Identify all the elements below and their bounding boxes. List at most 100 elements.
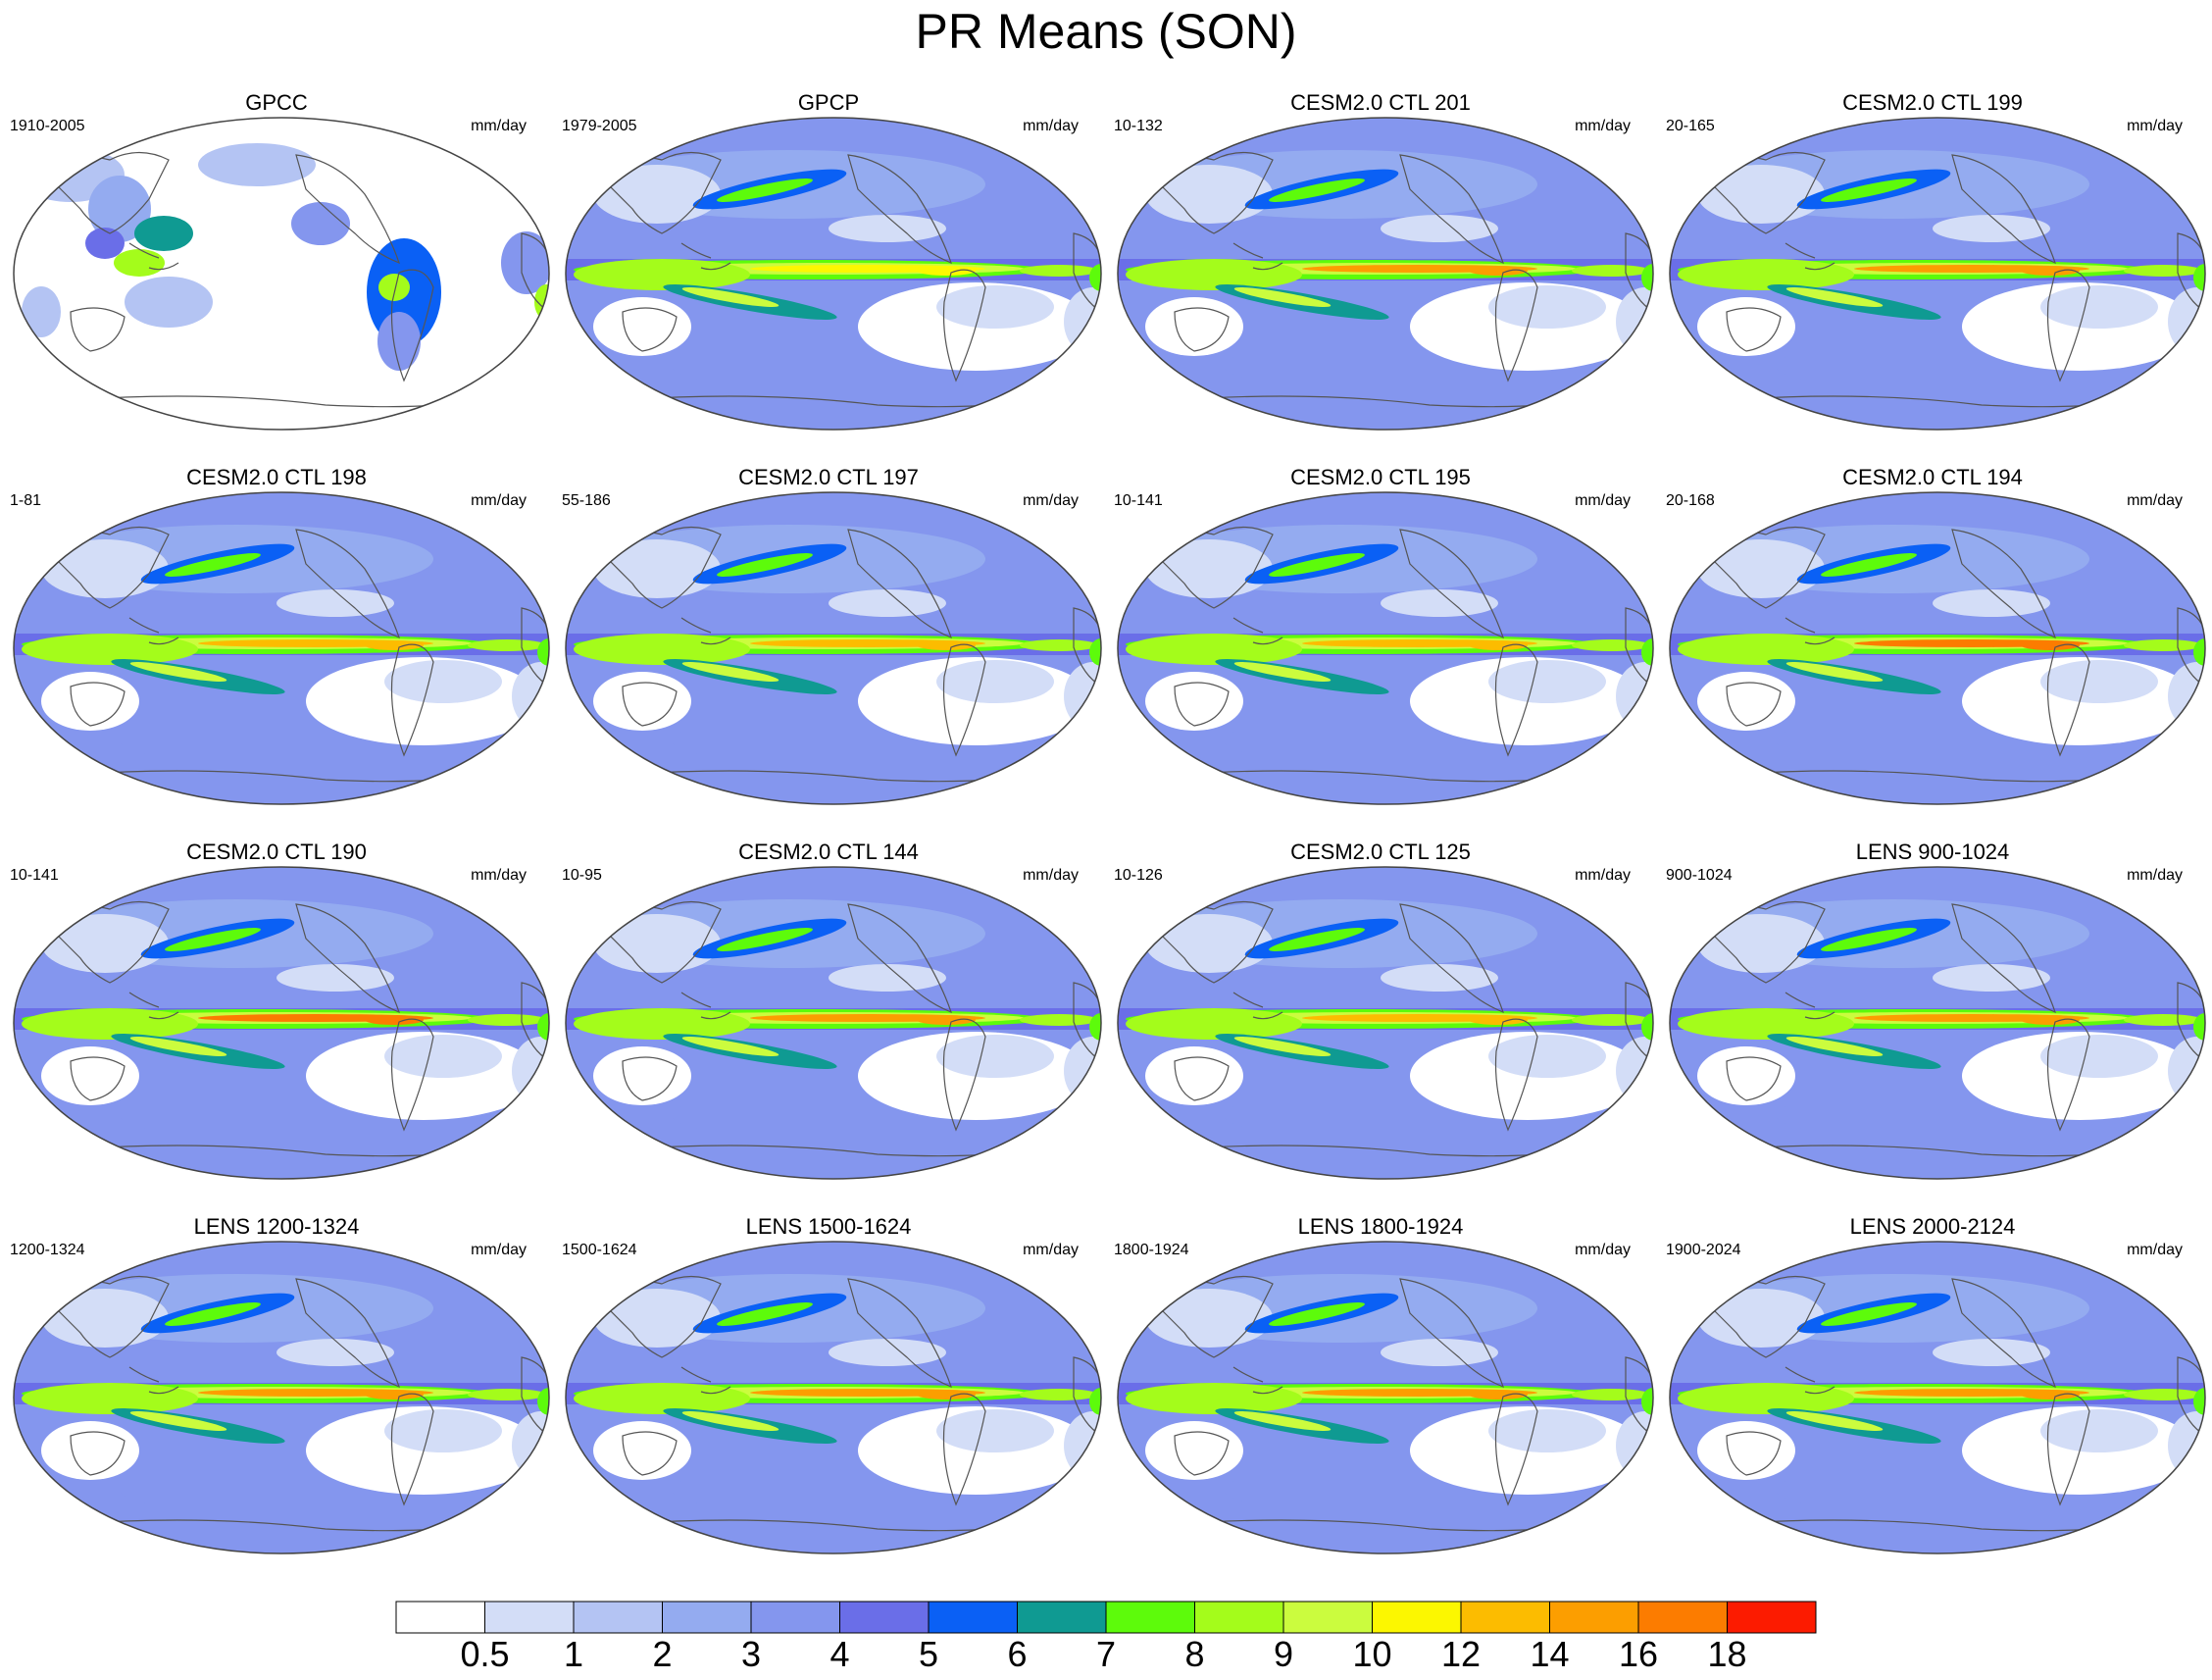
- precip-map: [13, 1241, 550, 1554]
- colorbar-tick-label: 3: [740, 1634, 762, 1674]
- colorbar-swatch: [839, 1601, 930, 1634]
- map-panel: CESM2.0 CTL 190 10-141 mm/day: [0, 749, 553, 1180]
- precip-map: [13, 117, 550, 431]
- precip-map: [1117, 491, 1654, 805]
- panel-period: 1500-1624: [562, 1242, 637, 1258]
- page-title: PR Means (SON): [915, 4, 1297, 59]
- panel-title: LENS 1500-1624: [745, 1214, 912, 1239]
- colorbar: [395, 1601, 1817, 1634]
- map-panel: CESM2.0 CTL 144 10-95 mm/day: [552, 749, 1105, 1180]
- panel-title: LENS 900-1024: [1855, 840, 2010, 864]
- colorbar-tick-label: 18: [1707, 1634, 1747, 1674]
- colorbar-swatch: [662, 1601, 752, 1634]
- colorbar-tick-label: 6: [1007, 1634, 1028, 1674]
- colorbar-tick-label: 1: [563, 1634, 584, 1674]
- precip-map: [1117, 1241, 1654, 1554]
- panel-units: mm/day: [1575, 1242, 1631, 1258]
- panel-title: GPCP: [797, 90, 860, 115]
- colorbar-swatch: [1637, 1601, 1728, 1634]
- panel-units: mm/day: [2127, 867, 2183, 884]
- panel-title: LENS 1200-1324: [193, 1214, 360, 1239]
- panel-period: 1-81: [10, 492, 42, 509]
- precip-map: [1669, 117, 2206, 431]
- map-panel: CESM2.0 CTL 194 20-168 mm/day: [1656, 375, 2209, 805]
- colorbar-labels: 0.5 1 2 3 4 5 6 7 8 9 10 12 14 16 18: [0, 1633, 2212, 1676]
- panel-units: mm/day: [1023, 492, 1079, 509]
- colorbar-swatch: [1105, 1601, 1195, 1634]
- panel-units: mm/day: [1023, 118, 1079, 134]
- panel-period: 10-95: [562, 867, 602, 884]
- panel-title: GPCC: [245, 90, 308, 115]
- panel-units: mm/day: [471, 118, 527, 134]
- colorbar-swatch: [1372, 1601, 1462, 1634]
- panel-units: mm/day: [1575, 492, 1631, 509]
- precip-map: [1117, 117, 1654, 431]
- map-panel: CESM2.0 CTL 201 10-132 mm/day: [1104, 0, 1657, 431]
- panel-units: mm/day: [1575, 867, 1631, 884]
- colorbar-tick-label: 4: [830, 1634, 850, 1674]
- precip-map: [1669, 1241, 2206, 1554]
- map-panel: CESM2.0 CTL 195 10-141 mm/day: [1104, 375, 1657, 805]
- panel-units: mm/day: [1023, 867, 1079, 884]
- panel-units: mm/day: [2127, 118, 2183, 134]
- precip-map: [1117, 866, 1654, 1180]
- precip-map: [1669, 491, 2206, 805]
- panel-title: CESM2.0 CTL 144: [738, 840, 919, 864]
- panel-title: CESM2.0 CTL 201: [1290, 90, 1471, 115]
- map-panel: LENS 2000-2124 1900-2024 mm/day: [1656, 1124, 2209, 1554]
- panel-title: CESM2.0 CTL 199: [1842, 90, 2023, 115]
- colorbar-tick-label: 5: [918, 1634, 939, 1674]
- colorbar-swatch: [1460, 1601, 1550, 1634]
- colorbar-swatch: [750, 1601, 840, 1634]
- map-panel: LENS 1500-1624 1500-1624 mm/day: [552, 1124, 1105, 1554]
- panel-units: mm/day: [471, 1242, 527, 1258]
- precip-map: [13, 866, 550, 1180]
- map-panel: CESM2.0 CTL 198 1-81 mm/day: [0, 375, 553, 805]
- panel-title: CESM2.0 CTL 190: [186, 840, 367, 864]
- map-panel: LENS 1200-1324 1200-1324 mm/day: [0, 1124, 553, 1554]
- map-panel: CESM2.0 CTL 197 55-186 mm/day: [552, 375, 1105, 805]
- colorbar-swatch: [1549, 1601, 1639, 1634]
- map-panel: LENS 1800-1924 1800-1924 mm/day: [1104, 1124, 1657, 1554]
- colorbar-tick-label: 10: [1352, 1634, 1392, 1674]
- precip-map: [13, 491, 550, 805]
- panel-units: mm/day: [471, 867, 527, 884]
- panel-period: 1979-2005: [562, 118, 637, 134]
- colorbar-tick-label: 12: [1440, 1634, 1482, 1674]
- colorbar-swatch: [573, 1601, 663, 1634]
- colorbar-tick-label: 9: [1273, 1634, 1294, 1674]
- panel-period: 10-132: [1114, 118, 1163, 134]
- panel-period: 900-1024: [1666, 867, 1733, 884]
- panel-period: 10-141: [1114, 492, 1163, 509]
- colorbar-swatch: [1017, 1601, 1107, 1634]
- panel-title: CESM2.0 CTL 195: [1290, 465, 1471, 489]
- colorbar-tick-label: 2: [652, 1634, 673, 1674]
- precip-map: [565, 491, 1102, 805]
- map-panel: GPCP 1979-2005 mm/day: [552, 0, 1105, 431]
- map-panel: GPCC 1910-2005 mm/day: [0, 0, 553, 431]
- panel-period: 1200-1324: [10, 1242, 85, 1258]
- panel-period: 20-168: [1666, 492, 1715, 509]
- map-panel: CESM2.0 CTL 125 10-126 mm/day: [1104, 749, 1657, 1180]
- panel-units: mm/day: [471, 492, 527, 509]
- panel-title: CESM2.0 CTL 198: [186, 465, 367, 489]
- panel-period: 1910-2005: [10, 118, 85, 134]
- colorbar-swatch: [1282, 1601, 1373, 1634]
- colorbar-swatch: [1727, 1601, 1817, 1634]
- colorbar-swatch: [395, 1601, 485, 1634]
- panel-title: CESM2.0 CTL 194: [1842, 465, 2023, 489]
- panel-title: CESM2.0 CTL 125: [1290, 840, 1471, 864]
- panel-units: mm/day: [2127, 492, 2183, 509]
- panel-period: 1800-1924: [1114, 1242, 1189, 1258]
- colorbar-tick-label: 8: [1184, 1634, 1205, 1674]
- colorbar-tick-label: 0.5: [460, 1634, 510, 1674]
- panel-title: LENS 2000-2124: [1849, 1214, 2016, 1239]
- panel-title: LENS 1800-1924: [1297, 1214, 1464, 1239]
- colorbar-swatch: [484, 1601, 575, 1634]
- colorbar-tick-label: 16: [1618, 1634, 1659, 1674]
- panel-period: 10-126: [1114, 867, 1163, 884]
- map-panel: LENS 900-1024 900-1024 mm/day: [1656, 749, 2209, 1180]
- panel-units: mm/day: [1575, 118, 1631, 134]
- panel-period: 10-141: [10, 867, 59, 884]
